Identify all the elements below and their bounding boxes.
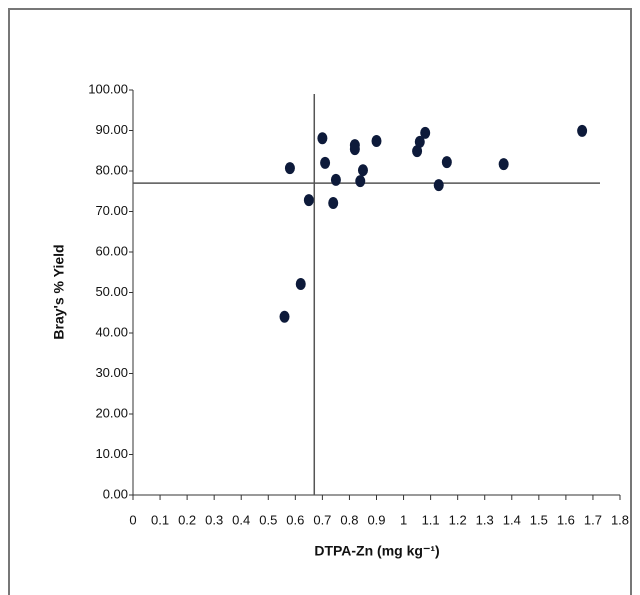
y-tick-label: 0.00 — [103, 486, 128, 501]
y-tick-label: 60.00 — [95, 243, 128, 258]
point — [284, 162, 295, 175]
point — [317, 132, 328, 145]
x-tick-label: 1.8 — [611, 512, 629, 527]
point — [433, 179, 444, 192]
point — [420, 126, 431, 139]
x-tick-label: 0.8 — [340, 512, 358, 527]
point — [414, 135, 425, 148]
y-tick-label: 70.00 — [95, 203, 128, 218]
y-tick-label: 80.00 — [95, 162, 128, 177]
x-tick-label: 0.7 — [313, 512, 331, 527]
x-tick-label: 0.5 — [259, 512, 277, 527]
y-tick-label: 40.00 — [95, 324, 128, 339]
y-tick-label: 90.00 — [95, 122, 128, 137]
x-tick-label: 0.6 — [286, 512, 304, 527]
y-tick-label: 10.00 — [95, 446, 128, 461]
y-tick-label: 100.00 — [88, 81, 128, 96]
point — [349, 143, 360, 156]
y-tick-label: 20.00 — [95, 405, 128, 420]
x-tick-label: 0.9 — [367, 512, 385, 527]
point — [441, 156, 452, 169]
x-tick-label: 0.3 — [205, 512, 223, 527]
point — [279, 310, 290, 323]
point — [371, 135, 382, 148]
point — [357, 164, 368, 177]
y-tick-label: 50.00 — [95, 284, 128, 299]
x-tick-label: 0.1 — [151, 512, 169, 527]
point — [320, 156, 331, 169]
y-axis-label: Bray's % Yield — [51, 244, 67, 339]
frame — [8, 8, 632, 595]
x-tick-label: 0.2 — [178, 512, 196, 527]
point — [498, 158, 509, 171]
x-tick-label: 1.7 — [584, 512, 602, 527]
x-tick-label: 1.2 — [449, 512, 467, 527]
x-axis-label: DTPA-Zn (mg kg⁻¹) — [314, 543, 439, 559]
point — [303, 194, 314, 207]
point — [330, 173, 341, 186]
point — [577, 124, 588, 137]
x-tick-label: 1.3 — [476, 512, 494, 527]
point — [295, 277, 306, 290]
point — [328, 196, 339, 209]
x-tick-label: 1.4 — [503, 512, 521, 527]
x-tick-label: 0 — [129, 512, 136, 527]
x-tick-label: 1 — [400, 512, 407, 527]
x-tick-label: 1.1 — [422, 512, 440, 527]
x-tick-label: 1.6 — [557, 512, 575, 527]
x-tick-label: 1.5 — [530, 512, 548, 527]
y-tick-label: 30.00 — [95, 365, 128, 380]
point — [355, 175, 366, 188]
point — [412, 145, 423, 158]
x-tick-label: 0.4 — [232, 512, 250, 527]
